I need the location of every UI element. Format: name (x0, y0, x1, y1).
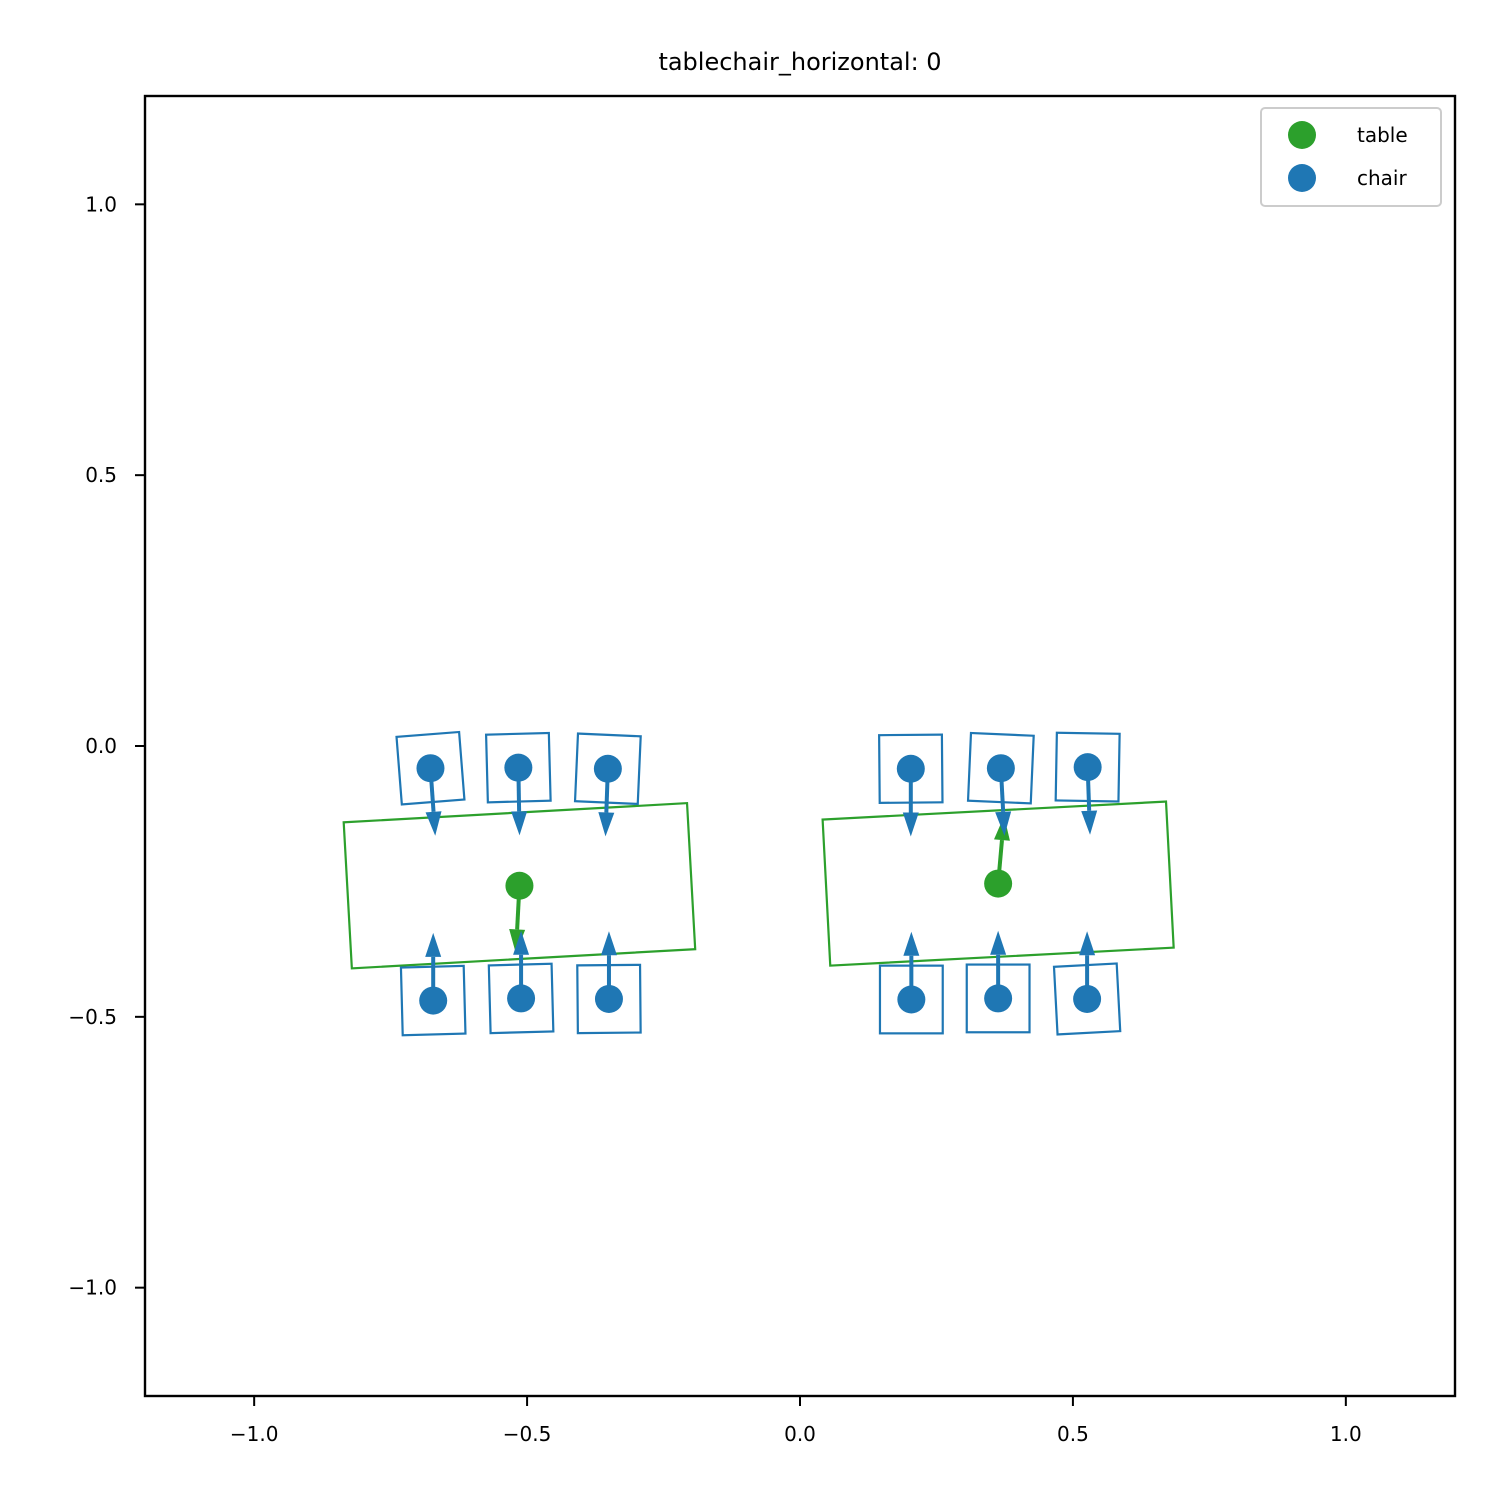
chair-heading-arrowhead-4 (425, 932, 442, 957)
chair-point-8 (986, 754, 1015, 783)
legend-marker-chair (1288, 164, 1316, 192)
chair-point-6 (594, 984, 623, 1013)
x-tick-label-2: −0.5 (503, 1422, 552, 1446)
chair-point-7 (896, 754, 925, 783)
chair-point-3 (593, 754, 622, 783)
chair-heading-arrowhead-5 (513, 930, 530, 955)
chair-point-9 (1073, 753, 1102, 782)
chair-heading-arrowhead-1 (425, 811, 442, 836)
legend-marker-table (1288, 121, 1316, 149)
y-tick-label-2: −0.5 (68, 1005, 117, 1029)
chair-point-11 (984, 984, 1013, 1013)
y-tick-label-1: −1.0 (68, 1276, 117, 1300)
chair-heading-arrowhead-3 (598, 812, 615, 837)
table-outline-2 (821, 800, 1175, 967)
chair-heading-arrowhead-6 (600, 931, 617, 956)
chair-point-2 (504, 753, 533, 782)
chair-heading-arrowhead-10 (903, 931, 920, 956)
legend-label-table: table (1357, 123, 1408, 147)
y-tick-label-4: 0.5 (85, 463, 117, 487)
table-point-1 (505, 871, 534, 900)
x-tick-label-5: 1.0 (1330, 1422, 1362, 1446)
series-chair (395, 730, 1122, 1037)
legend-box (1260, 107, 1442, 207)
x-tick-label-4: 0.5 (1057, 1422, 1089, 1446)
x-tick-label-3: 0.0 (784, 1422, 816, 1446)
chair-point-4 (419, 986, 448, 1015)
chair-point-5 (507, 984, 536, 1013)
plot-marks (342, 730, 1175, 1037)
chair-heading-arrowhead-11 (990, 930, 1007, 955)
chair-point-10 (897, 985, 926, 1014)
table-point-2 (984, 869, 1013, 898)
axes: −1.0 −0.5 0.0 0.5 1.0 −1.0 −0.5 0.0 0.5 1.0 (68, 94, 1457, 1446)
chair-heading-arrowhead-7 (902, 812, 919, 837)
legend: table chair (1260, 107, 1442, 207)
chair-outline-8 (966, 731, 1035, 805)
chair-point-1 (416, 754, 445, 783)
chair-heading-arrowhead-12 (1079, 931, 1096, 956)
chart-title: tablechair_horizontal: 0 (658, 48, 941, 76)
chair-heading-arrowhead-2 (511, 811, 528, 836)
chair-heading-arrowhead-8 (995, 811, 1012, 836)
legend-label-chair: chair (1357, 166, 1407, 190)
x-tick-label-1: −1.0 (230, 1422, 279, 1446)
chair-point-12 (1073, 984, 1102, 1013)
y-tick-label-3: 0.0 (85, 734, 117, 758)
y-tick-label-5: 1.0 (85, 192, 117, 216)
chair-heading-arrowhead-9 (1081, 810, 1098, 835)
